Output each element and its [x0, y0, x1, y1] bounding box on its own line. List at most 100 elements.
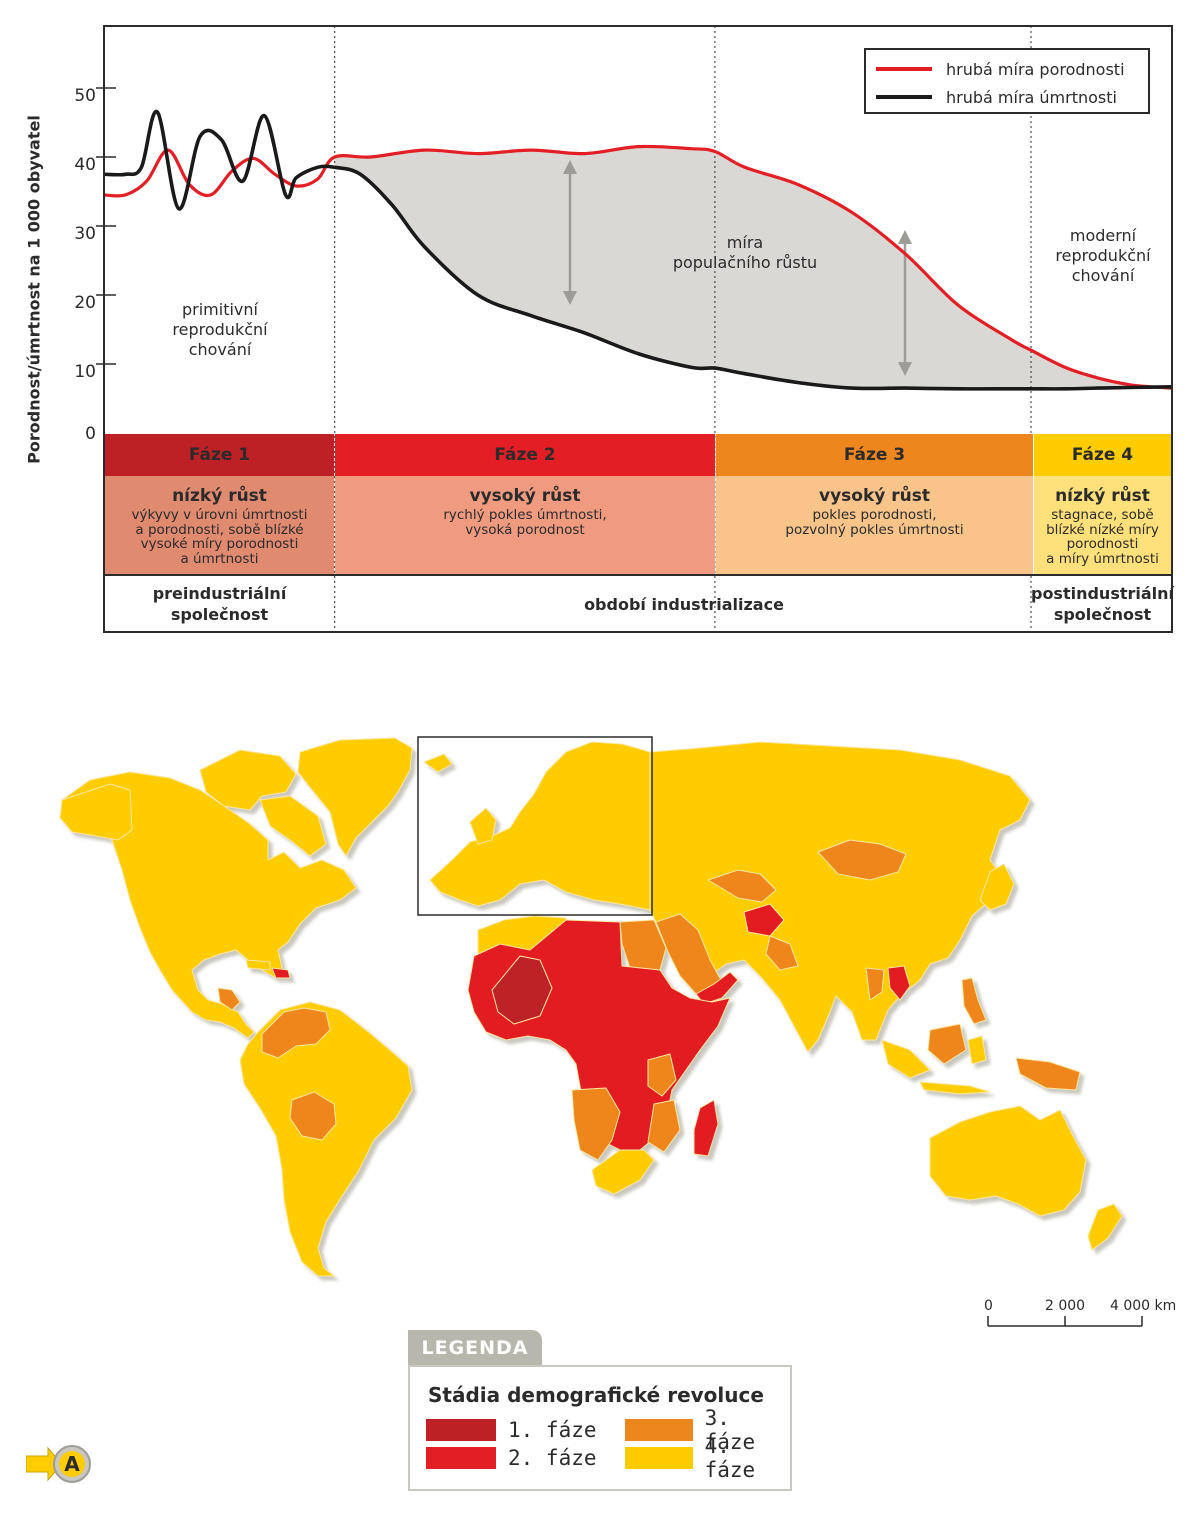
phase-2-text-line1: rychlý pokles úmrtnosti, [443, 507, 607, 523]
phase-1-text-line2: a porodnosti, sobě blízké [135, 521, 304, 538]
mongolia-p3 [817, 839, 907, 881]
phase-1-title: nízký růst [172, 486, 267, 506]
demographic-transition-chart [96, 25, 1173, 633]
europe-inset-frame [417, 736, 653, 916]
phase-2-title: vysoký růst [469, 486, 581, 506]
y-tick-50: 50 [74, 86, 96, 106]
iceland [423, 753, 453, 773]
philippines-p3 [961, 977, 987, 1025]
legend-swatch-death [876, 95, 932, 99]
phase-3-text: pokles porodnosti, pozvolný pokles úmrtn… [716, 508, 1033, 537]
section-a-badge-icon[interactable]: A [26, 1444, 92, 1484]
society-postindustrial: postindustriální společnost [1031, 576, 1174, 632]
indonesia [881, 1039, 931, 1079]
annotation-growth: míra populačního růstu [640, 233, 850, 273]
phase-1-text: výkyvy v úrovni úmrtnosti a porodnosti, … [105, 508, 334, 566]
java [919, 1081, 991, 1095]
map-legend-swatch-2 [426, 1447, 496, 1469]
society-postindustrial-line2: společnost [1053, 605, 1152, 624]
japan [979, 863, 1015, 911]
map-legend: Stádia demografické revoluce 1. fáze 2. … [408, 1365, 792, 1491]
growth-arrow-1-head-top [563, 160, 577, 174]
phase-1-header: Fáze 1 [105, 434, 334, 476]
phase-1-description: nízký růst výkyvy v úrovni úmrtnosti a p… [105, 476, 334, 574]
legend-swatch-birth [876, 67, 932, 71]
annotation-modern-line1: moderní [1069, 226, 1137, 245]
africa-south-tip [591, 1149, 655, 1195]
annotation-primitive-line1: primitivní [182, 300, 258, 319]
map-legend-swatch-3 [625, 1419, 693, 1441]
phase-1-text-line1: výkyvy v úrovni úmrtnosti [131, 507, 308, 523]
legend-tab: LEGENDA [408, 1330, 542, 1366]
phase-3-description: vysoký růst pokles porodnosti, pozvolný … [716, 476, 1033, 574]
annotation-growth-line2: populačního růstu [672, 253, 818, 272]
annotation-growth-line1: míra [726, 233, 764, 252]
y-tick-40: 40 [74, 155, 96, 175]
map-legend-phase-1: 1. fáze [426, 1418, 597, 1442]
alaska [59, 783, 133, 841]
y-tick-30: 30 [74, 224, 96, 244]
legend-label-death: hrubá míra úmrtnosti [946, 87, 1117, 107]
y-tick-20: 20 [74, 293, 96, 313]
haiti-p2 [271, 967, 291, 979]
phase-1-text-line3: vysoké míry porodnosti [140, 536, 299, 552]
map-legend-swatch-1 [426, 1419, 496, 1441]
phase-2-description: vysoký růst rychlý pokles úmrtnosti, vys… [335, 476, 715, 574]
arctic-islands [199, 749, 297, 811]
y-tick-0: 0 [85, 424, 96, 444]
map-legend-label-2: 2. fáze [508, 1446, 597, 1470]
scale-label-2000: 2 000 [1045, 1298, 1086, 1314]
chart-frame [103, 25, 1173, 633]
society-preindustrial: preindustriální společnost [105, 576, 334, 632]
burma-p3 [865, 967, 885, 1001]
phase-4-text: stagnace, sobě blízké nízké míry porodno… [1034, 508, 1171, 566]
north-america [61, 771, 357, 1039]
andes-p3 [261, 1007, 331, 1059]
legend-label-birth: hrubá míra porodnosti [946, 59, 1125, 79]
south-africa-p3 [571, 1087, 621, 1161]
annotation-primitive-line2: reprodukční [172, 320, 268, 339]
phase-4-text-line3: porodnosti [1066, 536, 1139, 552]
laos-p2 [887, 965, 911, 1001]
growth-arrow-2-head-top [898, 230, 912, 244]
birth-rate-line [103, 144, 1173, 390]
scale-label-0: 0 [984, 1298, 993, 1314]
afghanistan-p2 [743, 903, 785, 937]
phase-3-text-line1: pokles porodnosti, [812, 507, 937, 523]
mozambique-p3 [647, 1099, 681, 1153]
phase-4-header: Fáze 4 [1034, 434, 1171, 476]
map-legend-phase-3: 3. fáze [625, 1406, 790, 1454]
pakistan-p3 [765, 935, 799, 971]
baffin-island [259, 795, 327, 857]
phase-3-title: vysoký růst [819, 486, 930, 506]
bolivia-p3 [289, 1091, 337, 1141]
svg-text:A: A [64, 1452, 80, 1476]
new-guinea-p3 [1015, 1057, 1081, 1091]
phase-2-text-line2: vysoká porodnost [465, 521, 585, 538]
mali-p1 [491, 955, 553, 1025]
map-legend-title: Stádia demografické revoluce [428, 1383, 764, 1407]
phase-4-text-line4: a míry úmrtnosti [1046, 550, 1159, 567]
central-america-p3 [217, 987, 241, 1011]
map-legend-label-4: 4. fáze [704, 1434, 756, 1482]
australia [929, 1105, 1087, 1217]
y-tick-10: 10 [74, 362, 96, 382]
society-industrialization: období industrializace [584, 594, 784, 614]
caribbean-islands [245, 959, 271, 971]
annotation-primitive: primitivní reprodukční chování [150, 300, 290, 360]
phase-4-description: nízký růst stagnace, sobě blízké nízké m… [1034, 476, 1171, 574]
phase-3-header: Fáze 3 [716, 434, 1033, 476]
map-legend-phase-4: 4. fáze [625, 1434, 790, 1482]
scale-bar [987, 1316, 1143, 1327]
legend-item-death: hrubá míra úmrtnosti [876, 86, 1117, 108]
greenland [297, 737, 413, 857]
phase-2-header: Fáze 2 [335, 434, 715, 476]
east-africa-p3 [647, 1053, 677, 1097]
society-preindustrial-line2: společnost [170, 605, 269, 624]
phase-4-title: nízký růst [1055, 486, 1150, 506]
uk-ireland [469, 807, 497, 845]
map-legend-phase-2: 2. fáze [426, 1446, 597, 1470]
phase-1-text-line4: a úmrtnosti [180, 550, 259, 567]
map-legend-label-3: 3. fáze [704, 1406, 756, 1454]
annotation-primitive-line3: chování [188, 340, 252, 359]
